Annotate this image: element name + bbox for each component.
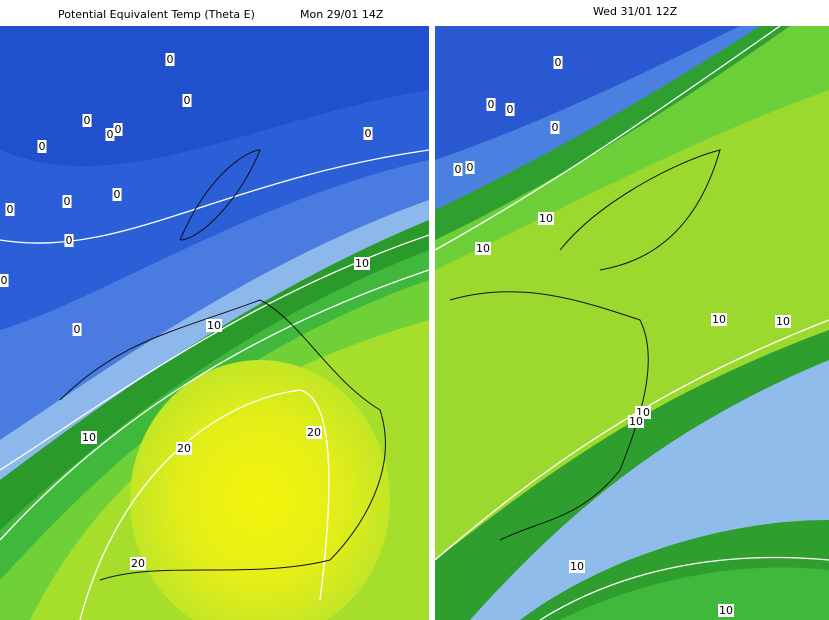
contour-label: 0 — [107, 128, 114, 141]
label-box — [64, 234, 74, 247]
label-box — [538, 212, 554, 225]
contour-label: 0 — [64, 195, 71, 208]
contour-label: 0 — [555, 56, 562, 69]
contour-label: 10 — [776, 315, 790, 328]
label-box — [475, 242, 491, 255]
contour-label: 0 — [455, 163, 462, 176]
label-box — [165, 53, 175, 66]
label-box — [206, 319, 222, 332]
label-box — [176, 442, 192, 455]
label-box — [628, 415, 644, 428]
right-panel — [435, 26, 829, 620]
contour-label: 0 — [74, 323, 81, 336]
label-box — [306, 426, 322, 439]
label-box — [363, 127, 373, 140]
contour-label: 10 — [539, 212, 553, 225]
contour-label: 0 — [167, 53, 174, 66]
left-panel — [0, 26, 429, 620]
right-time: Wed 31/01 12Z — [593, 5, 678, 18]
contour-label: 10 — [712, 313, 726, 326]
label-box — [37, 140, 47, 153]
label-box — [550, 121, 560, 134]
contour-label: 10 — [629, 415, 643, 428]
contour-label: 10 — [82, 431, 96, 444]
label-box — [5, 203, 15, 216]
contour-label: 10 — [476, 242, 490, 255]
contour-label: 10 — [207, 319, 221, 332]
contour-label: 0 — [507, 103, 514, 116]
label-box — [82, 114, 92, 127]
contour-label: 20 — [177, 442, 191, 455]
contour-label: 0 — [552, 121, 559, 134]
label-box — [718, 604, 734, 617]
label-box — [72, 323, 82, 336]
contour-label: 0 — [184, 94, 191, 107]
label-box — [453, 163, 463, 176]
label-box — [182, 94, 192, 107]
label-box — [62, 195, 72, 208]
label-box — [465, 161, 475, 174]
contour-label: 0 — [488, 98, 495, 111]
contour-label: 20 — [307, 426, 321, 439]
contour-label: 0 — [39, 140, 46, 153]
map-title: Potential Equivalent Temp (Theta E) — [58, 8, 255, 21]
contour-label: 20 — [131, 557, 145, 570]
label-box — [711, 313, 727, 326]
label-box — [569, 560, 585, 573]
contour-label: 0 — [114, 188, 121, 201]
label-box — [505, 103, 515, 116]
label-box — [112, 188, 122, 201]
contour-label: 10 — [355, 257, 369, 270]
label-box — [113, 123, 123, 136]
contour-label: 10 — [719, 604, 733, 617]
contour-label: 0 — [84, 114, 91, 127]
label-box — [486, 98, 496, 111]
contour-label: 0 — [365, 127, 372, 140]
label-box — [553, 56, 563, 69]
label-box — [0, 274, 9, 287]
contour-label: 10 — [570, 560, 584, 573]
left-time: Mon 29/01 14Z — [300, 8, 384, 21]
label-box — [775, 315, 791, 328]
contour-label: 0 — [66, 234, 73, 247]
contour-label: 0 — [7, 203, 14, 216]
contour-label: 0 — [1, 274, 8, 287]
label-box — [81, 431, 97, 444]
label-box — [354, 257, 370, 270]
label-box — [130, 557, 146, 570]
contour-label: 0 — [467, 161, 474, 174]
label-box — [105, 128, 115, 141]
contour-label: 0 — [115, 123, 122, 136]
